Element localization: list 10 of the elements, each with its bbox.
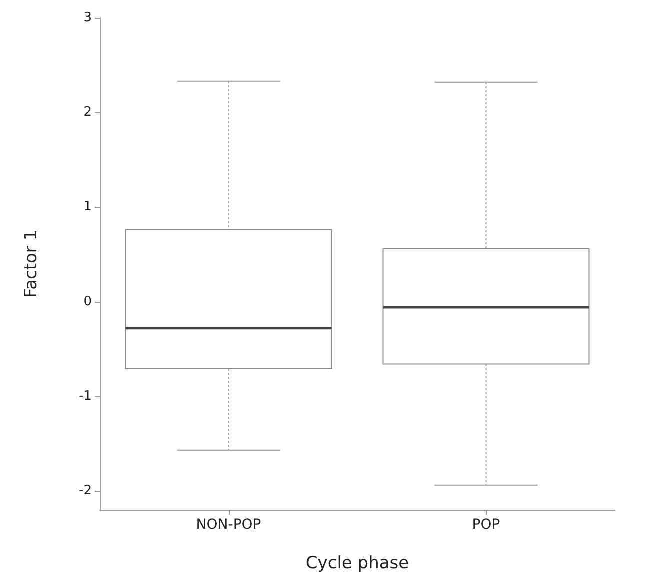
y-tick-label: -1 bbox=[79, 388, 92, 404]
y-tick-label: 3 bbox=[84, 10, 92, 26]
x-tick-label: NON-POP bbox=[196, 517, 262, 533]
y-axis-title: Factor 1 bbox=[22, 230, 42, 298]
y-tick-label: 1 bbox=[84, 200, 92, 215]
y-tick-label: 0 bbox=[84, 294, 92, 310]
y-tick-label: -2 bbox=[79, 484, 92, 499]
x-tick-label: POP bbox=[472, 517, 500, 533]
y-tick-label: 2 bbox=[84, 105, 92, 120]
x-axis-title: Cycle phase bbox=[306, 554, 410, 574]
